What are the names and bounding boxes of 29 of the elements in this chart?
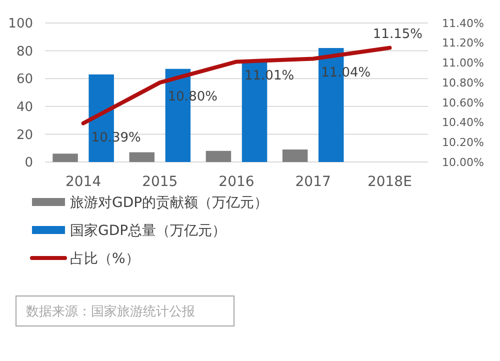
x-tick-label: 2016 xyxy=(218,174,254,190)
y-tick-label: 40 xyxy=(16,100,33,115)
bar xyxy=(282,149,308,162)
y-tick-label: 20 xyxy=(16,128,33,143)
legend-label: 旅游对GDP的贡献额（万亿元） xyxy=(70,194,268,211)
y-tick-label: 0 xyxy=(24,156,33,171)
y2-tick-label: 10.60% xyxy=(442,96,484,110)
y2-tick-label: 10.00% xyxy=(442,156,484,169)
data-label: 11.15% xyxy=(372,26,422,42)
bar xyxy=(52,154,78,162)
x-tick-label: 2018E xyxy=(367,174,412,190)
x-tick-label: 2014 xyxy=(65,174,102,190)
bar xyxy=(206,150,232,162)
y2-tick-label: 10.40% xyxy=(442,116,484,130)
y-tick-label: 80 xyxy=(16,44,33,60)
y-tick-label: 60 xyxy=(16,72,33,88)
source-note: 数据来源：国家旅游统计公报 xyxy=(26,304,195,320)
bar xyxy=(129,152,154,162)
y2-tick-label: 10.20% xyxy=(442,136,484,149)
line-series xyxy=(81,46,392,126)
y2-tick-label: 11.00% xyxy=(442,56,484,70)
y2-tick-label: 10.80% xyxy=(442,76,484,90)
legend-label: 占比（%） xyxy=(70,250,140,267)
x-tick-label: 2015 xyxy=(142,174,178,190)
y-tick-label: 100 xyxy=(8,16,33,32)
y2-tick-label: 11.40% xyxy=(442,16,484,30)
y2-tick-label: 11.20% xyxy=(442,36,484,50)
x-tick-label: 2017 xyxy=(295,174,331,190)
legend-label: 国家GDP总量（万亿元） xyxy=(70,222,226,239)
